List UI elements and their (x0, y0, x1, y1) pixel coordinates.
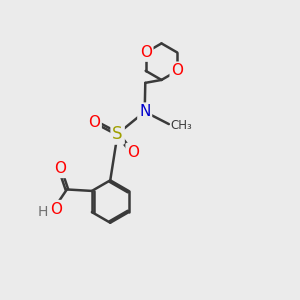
Text: H: H (38, 205, 49, 219)
Text: O: O (50, 202, 62, 217)
Text: N: N (139, 104, 150, 119)
Text: CH₃: CH₃ (170, 119, 192, 132)
Text: O: O (140, 45, 152, 60)
Text: O: O (127, 145, 139, 160)
Text: O: O (88, 115, 100, 130)
Text: O: O (54, 161, 66, 176)
Text: O: O (171, 63, 183, 78)
Text: S: S (112, 125, 123, 143)
